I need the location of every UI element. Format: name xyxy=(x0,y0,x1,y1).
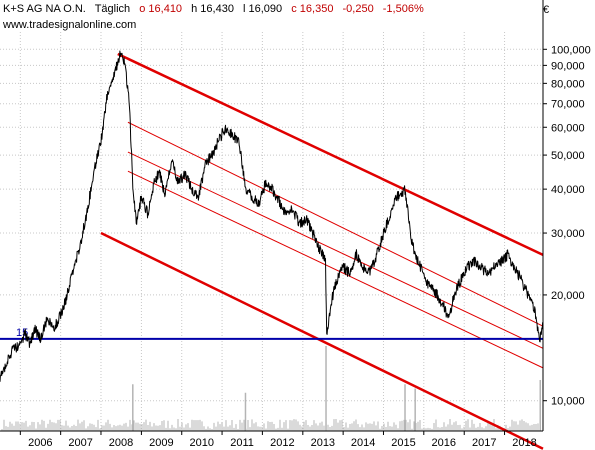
y-axis-ticks: 100,000 90,000 80,000 70,000 60,000 50,000 40,… xyxy=(543,44,591,408)
x-tick-label: 2010 xyxy=(189,437,213,449)
x-tick-label: 2017 xyxy=(472,437,496,449)
x-tick-label: 2006 xyxy=(28,437,52,449)
channel-line-mid-2 xyxy=(127,151,544,349)
x-tick-label: 2011 xyxy=(230,437,254,449)
grid-lines xyxy=(0,32,543,431)
y-tick-label: 10,000 xyxy=(551,396,585,408)
y-tick-label: 100,000 xyxy=(551,44,591,56)
website-label: www.tradesignalonline.com xyxy=(3,19,137,31)
price-line xyxy=(0,50,544,382)
x-tick-label: 2012 xyxy=(270,437,294,449)
channel-line-lower xyxy=(100,231,544,450)
x-tick-label: 2008 xyxy=(109,437,133,449)
y-tick-label: 20,000 xyxy=(551,290,585,302)
channel-line-mid-3 xyxy=(127,170,544,369)
y-tick-label: 50,000 xyxy=(551,150,585,162)
change-percent: -1,506% xyxy=(382,3,424,15)
period-label: Täglich xyxy=(94,3,131,15)
volume-bars xyxy=(1,346,541,431)
x-tick-label: 2009 xyxy=(149,437,173,449)
y-tick-label: 90,000 xyxy=(551,60,585,72)
x-tick-label: 2013 xyxy=(311,437,335,449)
y-tick-label: 70,000 xyxy=(551,99,585,111)
low-value: l 16,090 xyxy=(243,3,283,15)
axes xyxy=(0,0,544,432)
currency-label: € xyxy=(543,4,550,16)
price-series xyxy=(0,50,544,382)
y-tick-label: 80,000 xyxy=(551,78,585,90)
x-tick-label: 2016 xyxy=(432,437,456,449)
channel-line-upper xyxy=(117,52,544,257)
x-axis-ticks: 2006 2007 2008 2009 2010 2011 2012 2013 2014 2015… xyxy=(19,431,537,449)
y-tick-label: 30,000 xyxy=(551,228,585,240)
change-value: -0,250 xyxy=(342,3,374,15)
y-tick-label: 60,000 xyxy=(551,122,585,134)
high-value: h 16,430 xyxy=(191,3,234,15)
open-value: o 16,410 xyxy=(139,3,183,15)
support-line: 15 xyxy=(0,327,543,340)
x-tick-label: 2007 xyxy=(68,437,92,449)
trend-channel xyxy=(100,52,544,450)
chart-header: K+S AG NA O.N. Täglich o 16,410 h 16,430… xyxy=(3,3,430,15)
x-tick-label: 2018 xyxy=(512,437,536,449)
x-tick-label: 2015 xyxy=(391,437,415,449)
close-value: c 16,350 xyxy=(291,3,334,15)
y-tick-label: 40,000 xyxy=(551,184,585,196)
x-tick-label: 2014 xyxy=(351,437,375,449)
channel-line-mid-1 xyxy=(127,121,544,327)
instrument-name: K+S AG NA O.N. xyxy=(3,3,86,15)
